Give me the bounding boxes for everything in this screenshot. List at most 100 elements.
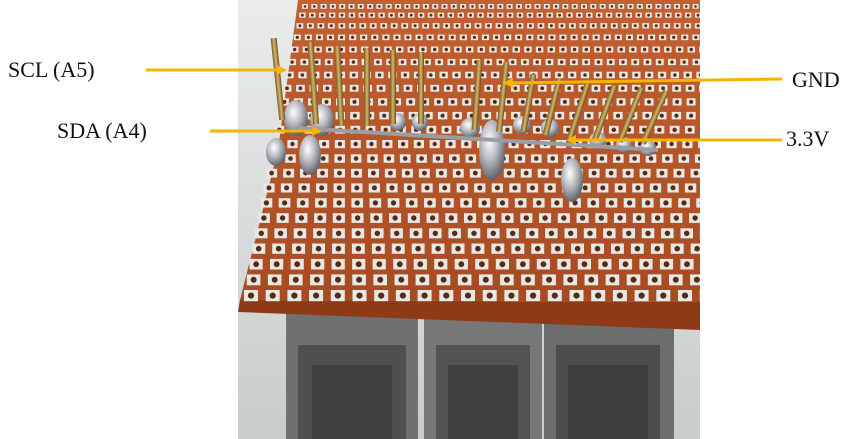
pad-hole (396, 261, 403, 268)
pad-hole (594, 86, 598, 91)
pad-hole (340, 35, 344, 40)
pad-hole (581, 127, 586, 132)
pad-hole (380, 99, 385, 104)
pad-hole (663, 261, 670, 268)
pad-hole (674, 86, 679, 91)
pad-hole (337, 141, 343, 147)
pad-hole (698, 73, 700, 77)
pad-hole (696, 13, 700, 17)
pad-hole (676, 13, 680, 17)
pad-hole (271, 276, 278, 283)
pad-hole (548, 230, 555, 236)
pad-hole (607, 13, 611, 17)
pad-hole (399, 292, 406, 299)
pad-hole (573, 292, 580, 299)
pad-hole (295, 245, 302, 252)
pad-hole (448, 141, 453, 147)
pad-hole (350, 13, 354, 17)
pad-hole (459, 13, 463, 17)
pad-hole (286, 170, 291, 176)
pad-hole (513, 86, 518, 91)
pad-hole (261, 215, 267, 221)
pad-hole (374, 47, 378, 52)
pad-hole (536, 200, 542, 206)
pad-hole (693, 170, 699, 176)
pad-hole (455, 170, 461, 176)
pad (698, 140, 700, 149)
pad-hole (672, 127, 677, 132)
pad-hole (597, 13, 601, 17)
pad-hole (461, 5, 465, 8)
pad-hole (317, 35, 321, 40)
pad-hole (530, 292, 537, 299)
pad-hole (529, 230, 535, 236)
pad-hole (371, 185, 377, 191)
pad-hole (386, 156, 392, 161)
pad-hole (325, 86, 330, 91)
pad-hole (455, 24, 459, 28)
pad-hole (446, 86, 451, 91)
pad-hole (670, 60, 674, 64)
pad-hole (498, 13, 502, 17)
pad-hole (696, 24, 700, 28)
pad-hole (517, 5, 521, 8)
pad-hole (459, 86, 464, 91)
pad-hole (587, 230, 593, 236)
pad-hole (277, 230, 284, 236)
pad-hole (315, 245, 322, 252)
pad-hole (595, 292, 602, 299)
pad-hole (546, 276, 553, 283)
header-pins (270, 37, 670, 145)
pad-hole (415, 245, 421, 252)
pad-hole (335, 245, 342, 252)
pad-hole (463, 200, 469, 206)
pad-hole (438, 170, 444, 176)
pad-hole (439, 13, 443, 17)
pad-hole (400, 60, 405, 64)
pad-hole (609, 276, 616, 283)
pad-hole (469, 13, 472, 17)
pad-hole (647, 99, 651, 104)
pad-hole (513, 113, 518, 118)
pad-hole (398, 47, 402, 52)
pad-hole (313, 292, 320, 299)
pad-hole (506, 170, 512, 176)
pad-hole (467, 215, 473, 221)
pad-hole (372, 200, 378, 206)
pad-hole (508, 292, 515, 299)
pad-hole (377, 276, 384, 283)
pad-hole (382, 113, 387, 118)
pad-hole (645, 200, 651, 206)
pad-hole (266, 185, 272, 191)
pad-hole (303, 5, 307, 8)
pad-hole (390, 13, 393, 17)
pad-hole (608, 170, 614, 176)
board-illustration (238, 0, 700, 439)
pad-hole (647, 86, 652, 91)
pad-hole (645, 230, 651, 236)
pad-hole (520, 261, 526, 268)
pad-hole (295, 35, 299, 40)
pad-hole (660, 73, 664, 77)
pad-hole (653, 185, 658, 191)
pad-hole (538, 13, 542, 17)
pad-hole (632, 156, 637, 161)
pad-hole (350, 5, 353, 8)
pad-hole (612, 24, 616, 28)
pad-hole (609, 60, 613, 64)
pad-hole (665, 156, 670, 161)
pad-hole (411, 215, 417, 221)
pad-hole (406, 35, 410, 40)
pad-hole (540, 170, 546, 176)
pad-hole (581, 24, 585, 28)
pad-hole (557, 113, 562, 118)
pad-hole (336, 215, 342, 221)
pad-hole (452, 230, 458, 236)
pad-hole (352, 113, 357, 118)
pad-hole (373, 35, 377, 40)
pad-hole (670, 185, 676, 191)
scl-label: SCL (A5) (8, 57, 95, 82)
pad-hole (619, 5, 623, 8)
pad-hole (433, 5, 437, 8)
pad-hole (528, 24, 532, 28)
